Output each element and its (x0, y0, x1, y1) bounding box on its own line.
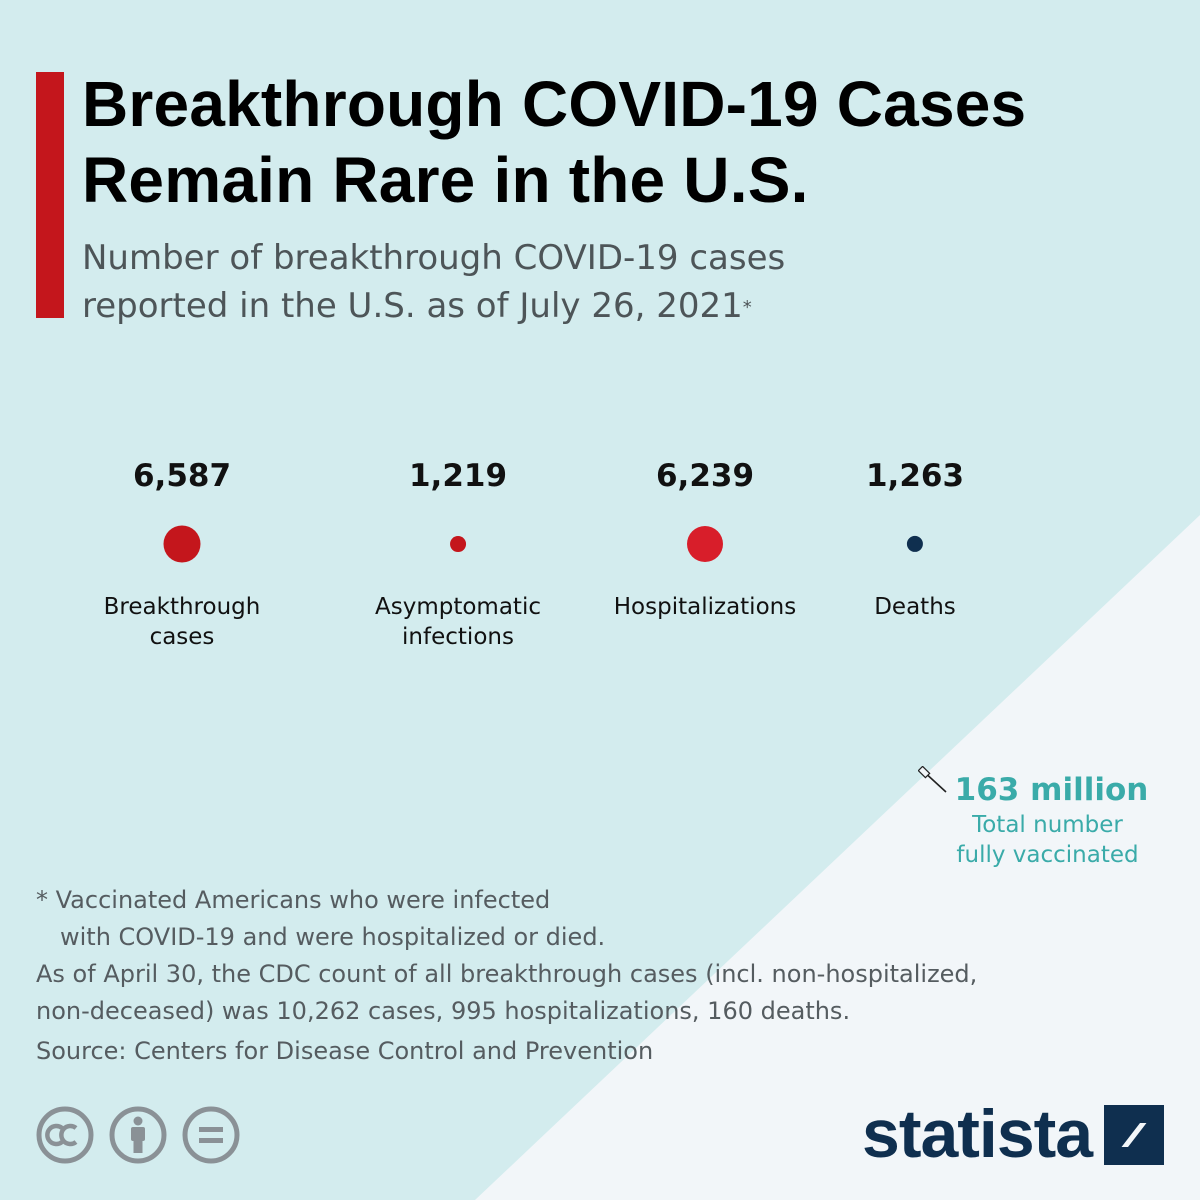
category-label: Breakthrough cases (67, 592, 297, 652)
syringe-icon (918, 766, 947, 793)
subtitle-line-1: Number of breakthrough COVID-19 cases (82, 238, 786, 278)
stat-breakthrough-cases: 6,587 Breakthrough cases (67, 452, 297, 652)
vaccinated-label-line-2: fully vaccinated (956, 842, 1139, 868)
chart-subtitle: Number of breakthrough COVID-19 cases re… (82, 234, 982, 330)
statista-logo-icon (1104, 1105, 1164, 1165)
data-label: 1,219 (408, 458, 508, 494)
category-label: Hospitalizations (590, 592, 820, 622)
bubble-mark (450, 536, 466, 552)
category-label: Asymptomatic infections (343, 592, 573, 652)
title-accent-bar (36, 72, 64, 318)
cc-icon[interactable] (36, 1106, 94, 1164)
category-label-line: Hospitalizations (613, 594, 797, 620)
statista-logo-text: statista (862, 1096, 1093, 1172)
vaccinated-callout: 163 million Total number fully vaccinate… (930, 770, 1165, 870)
category-label: Deaths (800, 592, 1030, 622)
category-label-line: Deaths (874, 594, 956, 620)
attribution-icon[interactable] (109, 1106, 167, 1164)
data-label: 6,239 (655, 458, 755, 494)
vaccinated-value: 163 million (954, 772, 1149, 808)
chart-title: Breakthrough COVID-19 Cases Remain Rare … (82, 68, 1027, 216)
footnote: * Vaccinated Americans who were infected… (36, 882, 1156, 1030)
vaccinated-label-line-1: Total number (972, 812, 1123, 838)
footnote-line-2: with COVID-19 and were hospitalized or d… (60, 923, 606, 951)
category-label-line: infections (402, 624, 514, 650)
category-label-line: Breakthrough (103, 594, 261, 620)
bubble-container (590, 500, 820, 588)
stat-asymptomatic-infections: 1,219 Asymptomatic infections (343, 452, 573, 652)
subtitle-asterisk: * (742, 297, 752, 318)
bubble-mark (163, 525, 201, 563)
category-label-line: cases (149, 624, 215, 650)
footnote-line-4: non-deceased) was 10,262 cases, 995 hosp… (36, 997, 851, 1025)
no-derivatives-icon[interactable] (182, 1106, 240, 1164)
stat-hospitalizations: 6,239 Hospitalizations (590, 452, 820, 622)
footnote-line-1: * Vaccinated Americans who were infected (36, 886, 551, 914)
source-note: Source: Centers for Disease Control and … (36, 1037, 654, 1065)
footnote-line-3: As of April 30, the CDC count of all bre… (36, 960, 978, 988)
stat-deaths: 1,263 Deaths (800, 452, 1030, 622)
subtitle-line-2-text: reported in the U.S. as of July 26, 2021 (82, 286, 743, 326)
bubble-mark (906, 535, 924, 553)
data-label: 6,587 (132, 458, 232, 494)
bubble-container (67, 500, 297, 588)
bubble-mark (687, 526, 723, 562)
data-label: 1,263 (865, 458, 965, 494)
bubble-container (343, 500, 573, 588)
bubble-container (800, 500, 1030, 588)
category-label-line: Asymptomatic (375, 594, 541, 620)
subtitle-line-2: reported in the U.S. as of July 26, 2021… (82, 282, 982, 330)
